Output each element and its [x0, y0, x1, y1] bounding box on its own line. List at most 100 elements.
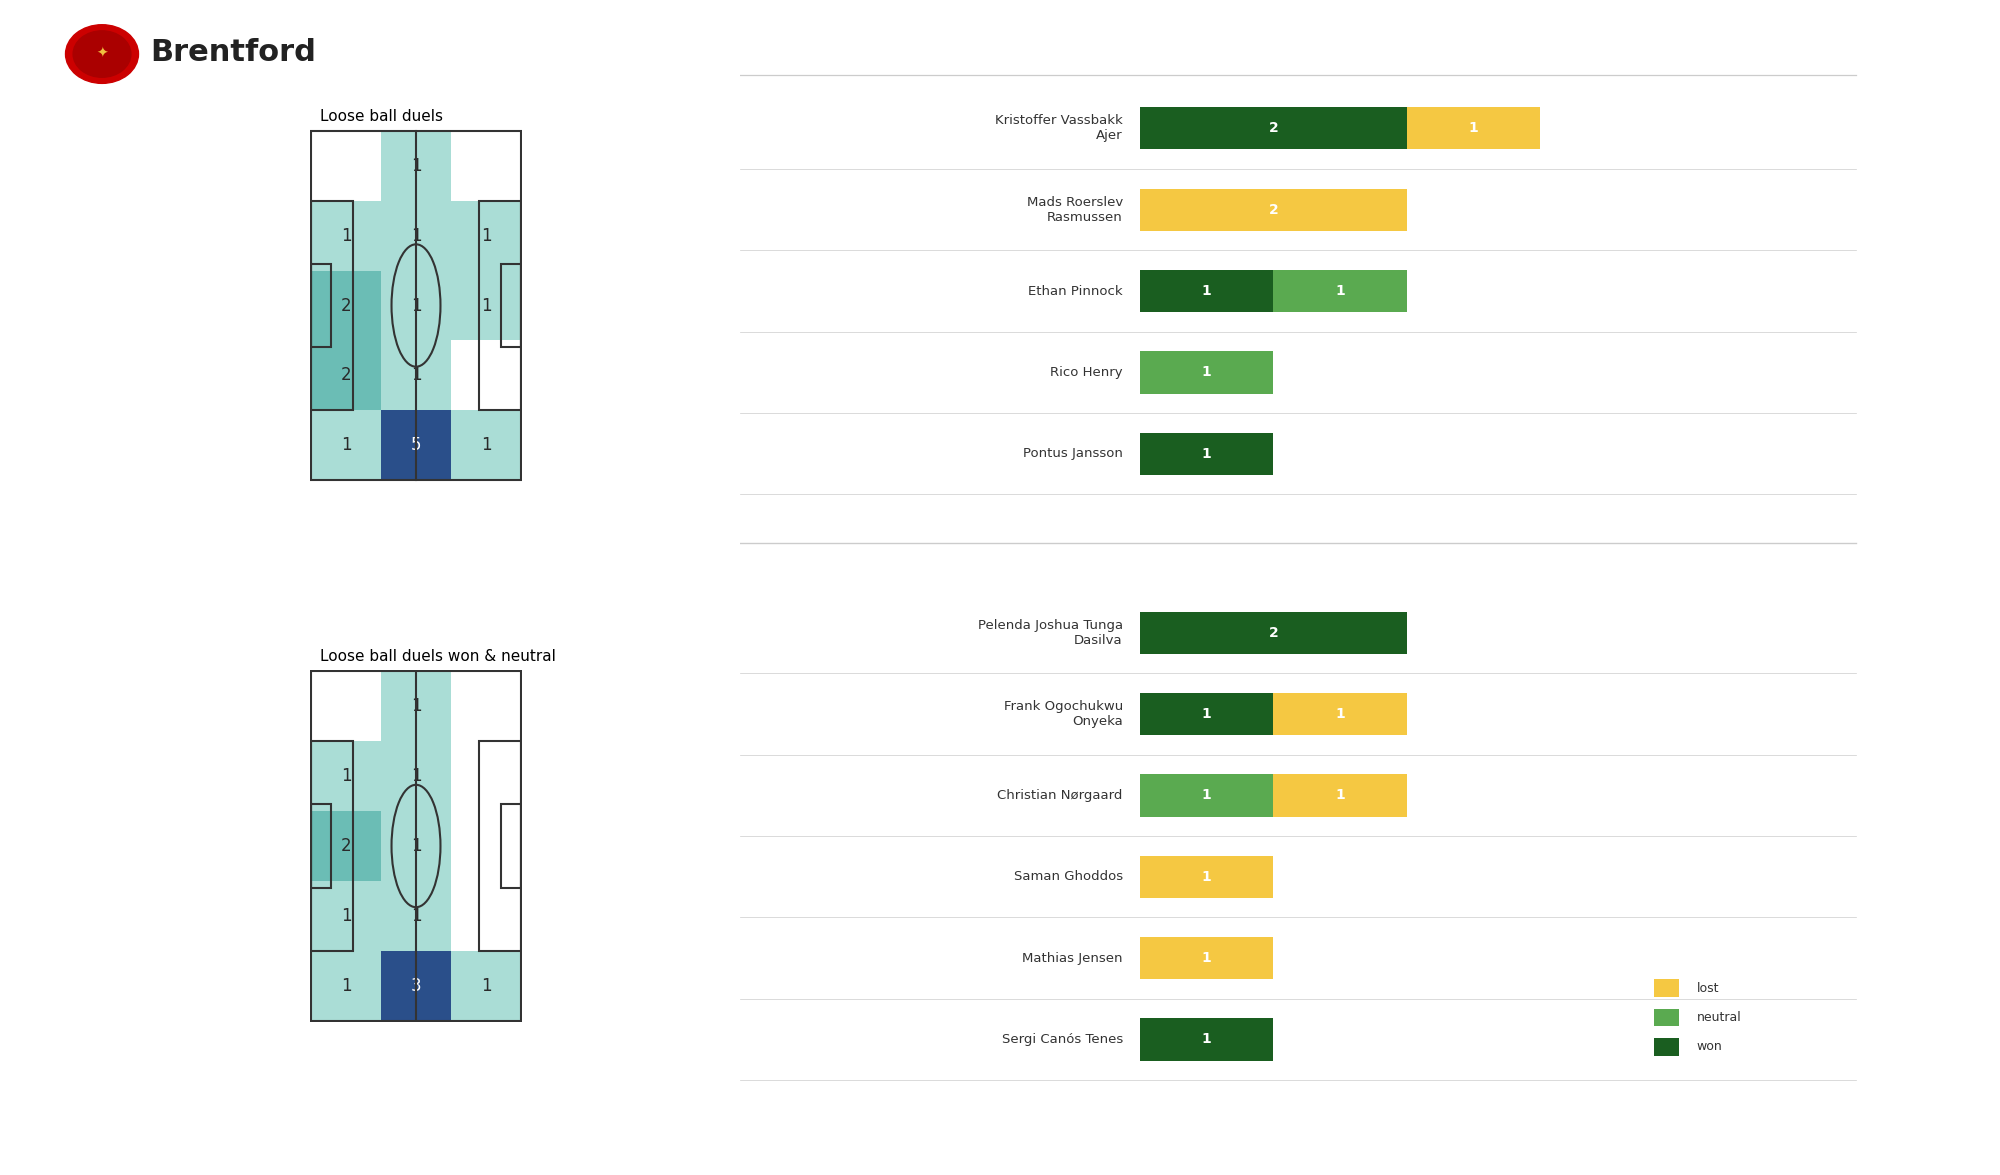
Text: Mads Roerslev
Rasmussen: Mads Roerslev Rasmussen: [1026, 196, 1122, 223]
Bar: [382, 410, 450, 481]
Text: 2: 2: [340, 296, 352, 315]
Bar: [312, 130, 382, 201]
Bar: [1654, 1038, 1680, 1055]
Text: Ethan Pinnock: Ethan Pinnock: [1028, 284, 1122, 297]
Bar: [382, 201, 450, 270]
Bar: [450, 951, 520, 1021]
Text: Loose ball duels: Loose ball duels: [320, 109, 444, 123]
Bar: [1140, 351, 1274, 394]
Bar: [502, 804, 520, 888]
Bar: [1140, 611, 1406, 653]
Text: Frank Ogochukwu
Onyeka: Frank Ogochukwu Onyeka: [1004, 700, 1122, 728]
Text: neutral: neutral: [1696, 1010, 1742, 1023]
Text: Loose ball duels won & neutral: Loose ball duels won & neutral: [320, 650, 556, 664]
Bar: [1274, 693, 1406, 736]
Bar: [312, 263, 330, 348]
Text: ✦: ✦: [96, 47, 108, 61]
Bar: [382, 951, 450, 1021]
Bar: [502, 263, 520, 348]
Text: Saman Ghoddos: Saman Ghoddos: [1014, 871, 1122, 884]
Text: 1: 1: [1336, 707, 1344, 721]
Bar: [1140, 188, 1406, 230]
Bar: [450, 671, 520, 741]
Bar: [382, 341, 450, 410]
Bar: [1140, 1019, 1274, 1061]
Text: 2: 2: [340, 367, 352, 384]
Text: 1: 1: [1336, 284, 1344, 298]
Bar: [312, 341, 382, 410]
Text: 1: 1: [340, 907, 352, 925]
Bar: [450, 270, 520, 341]
Text: 1: 1: [1202, 788, 1212, 803]
Text: Pontus Jansson: Pontus Jansson: [1022, 448, 1122, 461]
Bar: [1654, 979, 1680, 998]
Text: Brentford: Brentford: [150, 38, 316, 67]
Text: 5: 5: [410, 436, 422, 455]
Bar: [450, 881, 520, 951]
Bar: [312, 951, 382, 1021]
Text: 1: 1: [1202, 1033, 1212, 1047]
Bar: [382, 741, 450, 811]
Bar: [312, 811, 382, 881]
Bar: [382, 130, 450, 201]
Bar: [312, 741, 354, 951]
Text: 2: 2: [1268, 626, 1278, 639]
Text: 1: 1: [410, 697, 422, 716]
Bar: [1140, 693, 1274, 736]
Text: 1: 1: [1202, 365, 1212, 380]
Text: 1: 1: [410, 837, 422, 855]
Circle shape: [66, 25, 138, 83]
Bar: [312, 671, 382, 741]
Text: 1: 1: [340, 767, 352, 785]
Bar: [382, 811, 450, 881]
Text: Mathias Jensen: Mathias Jensen: [1022, 952, 1122, 965]
Bar: [478, 201, 520, 410]
Bar: [312, 201, 382, 270]
Bar: [312, 270, 382, 341]
Text: Pelenda Joshua Tunga
Dasilva: Pelenda Joshua Tunga Dasilva: [978, 619, 1122, 646]
Bar: [478, 741, 520, 951]
Text: 2: 2: [1268, 121, 1278, 135]
Text: won: won: [1696, 1040, 1722, 1053]
Text: 3: 3: [410, 976, 422, 995]
Bar: [1140, 270, 1274, 313]
Text: 1: 1: [1202, 446, 1212, 461]
Text: Rico Henry: Rico Henry: [1050, 365, 1122, 378]
Bar: [450, 201, 520, 270]
Text: 1: 1: [1336, 788, 1344, 803]
Bar: [312, 741, 382, 811]
Text: 1: 1: [480, 296, 492, 315]
Text: 1: 1: [410, 907, 422, 925]
Text: 1: 1: [410, 367, 422, 384]
Text: 1: 1: [340, 976, 352, 995]
Bar: [450, 811, 520, 881]
Bar: [1274, 270, 1406, 313]
Bar: [382, 671, 450, 741]
Text: 1: 1: [1202, 707, 1212, 721]
Bar: [382, 270, 450, 341]
Bar: [1140, 774, 1274, 817]
Text: 1: 1: [1202, 870, 1212, 884]
Bar: [1140, 936, 1274, 979]
Text: 2: 2: [340, 837, 352, 855]
Text: 1: 1: [410, 156, 422, 175]
Text: 1: 1: [410, 296, 422, 315]
Bar: [1140, 107, 1406, 149]
Bar: [450, 410, 520, 481]
Text: 1: 1: [480, 976, 492, 995]
Bar: [1140, 432, 1274, 475]
Text: 1: 1: [480, 436, 492, 455]
Bar: [382, 881, 450, 951]
Text: Kristoffer Vassbakk
Ajer: Kristoffer Vassbakk Ajer: [996, 114, 1122, 142]
Bar: [1654, 1008, 1680, 1027]
Bar: [450, 130, 520, 201]
Text: 1: 1: [410, 767, 422, 785]
Text: 1: 1: [1202, 284, 1212, 298]
Bar: [1274, 774, 1406, 817]
Bar: [1406, 107, 1540, 149]
Bar: [312, 881, 382, 951]
Bar: [450, 341, 520, 410]
Bar: [312, 201, 354, 410]
Text: 1: 1: [480, 227, 492, 244]
Text: Christian Nørgaard: Christian Nørgaard: [998, 788, 1122, 801]
